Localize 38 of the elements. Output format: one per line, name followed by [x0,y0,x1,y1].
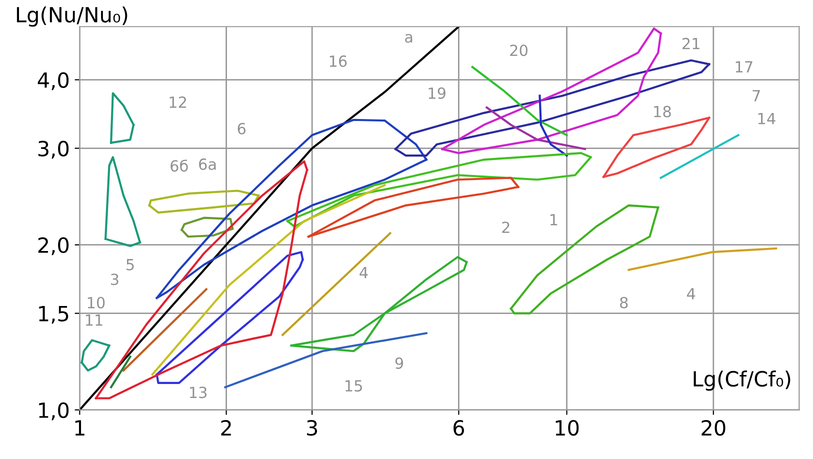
x-tick-label: 3 [307,420,318,436]
annotation: 6а [199,158,216,170]
annotation: 16 [330,55,347,67]
annotation: а [405,34,412,43]
annotation: 7 [752,90,760,102]
annotation: 9 [395,357,404,369]
annotation: 5 [126,259,134,270]
x-tick-label: 1 [75,420,84,436]
annotation: 18 [654,106,671,118]
annotation: 20 [510,44,528,56]
annotation: 13 [190,386,207,398]
annotation: 10 [88,296,105,308]
annotation: 15 [346,380,362,392]
annotation: 8 [620,296,628,308]
y-tick-label: 2,0 [38,237,69,256]
x-tick-label: 20 [702,420,726,436]
annotation: 17 [736,61,752,72]
annotation: 2 [502,222,510,233]
annotation: 21 [682,38,700,50]
annotation: 12 [170,96,186,108]
annotation: 11 [86,314,102,326]
y-tick-label: 4,0 [38,72,69,90]
x-tick-label: 10 [556,420,579,436]
x-tick-label: 2 [221,420,231,436]
annotation: 19 [428,87,446,99]
annotation: 6 [238,122,246,134]
y-tick-label: 1,5 [39,306,68,324]
annotation: 4 [687,288,696,300]
annotation: 4 [360,266,368,278]
y-tick-label: 1,0 [39,402,69,420]
y-axis-title: Lg(Nu/Nu₀) [16,6,128,27]
x-axis-title: Lg(Cf/Cf₀) [694,370,790,391]
y-tick-label: 3,0 [38,140,69,159]
x-tick-label: 6 [454,420,464,436]
annotation: 14 [758,112,776,124]
annotation: 3 [110,274,118,286]
annotation: 6б [170,160,188,172]
annotation: 1 [550,214,558,226]
